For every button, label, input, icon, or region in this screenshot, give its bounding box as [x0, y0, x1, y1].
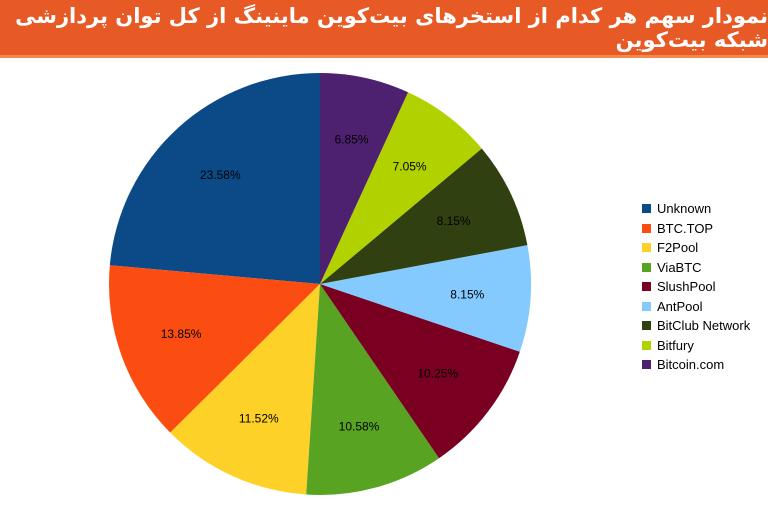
legend-item-antpool: AntPool [642, 297, 750, 317]
legend-label: AntPool [657, 298, 703, 314]
page-title: نمودار سهم هر کدام از استخرهای بیت‌کوین … [15, 3, 768, 52]
legend-swatch [642, 340, 651, 350]
legend-swatch [642, 360, 651, 370]
legend-item-f2pool: F2Pool [642, 238, 750, 258]
legend-swatch [642, 262, 651, 272]
legend-label: BitClub Network [657, 318, 751, 334]
pie-slice-btc-top [108, 265, 320, 433]
header-stripe [0, 55, 768, 58]
pie-slice-f2pool [170, 284, 320, 495]
legend-label: F2Pool [657, 240, 699, 256]
slice-label-viabtc: 10.58% [339, 420, 380, 434]
legend-swatch [642, 243, 651, 253]
slice-label-slushpool: 10.25% [417, 366, 458, 380]
chart-header: نمودار سهم هر کدام از استخرهای بیت‌کوین … [0, 0, 768, 55]
legend-label: Bitfury [657, 337, 694, 353]
legend-item-unknown: Unknown [642, 199, 750, 219]
slice-label-unknown: 23.58% [200, 168, 241, 182]
legend-swatch [642, 223, 651, 233]
chart-legend: Unknown BTC.TOP F2Pool ViaBTC SlushPool AntPo… [642, 199, 750, 375]
legend-label: Unknown [657, 201, 712, 217]
slice-label-f2pool: 11.52% [239, 411, 279, 425]
pie-slice-unknown [109, 73, 320, 284]
legend-item-bitcoin-com: Bitcoin.com [642, 355, 750, 375]
legend-item-btc-top: BTC.TOP [642, 219, 750, 239]
legend-swatch [642, 321, 651, 331]
slice-label-btc-top: 13.85% [161, 327, 202, 341]
pie-slice-bitfury [320, 92, 482, 284]
legend-swatch [642, 301, 651, 311]
slice-label-bitfury: 7.05% [393, 160, 427, 174]
pie-slice-slushpool [320, 284, 520, 459]
legend-swatch [642, 282, 651, 292]
pie-chart: 23.58% 13.85% 11.52% 10.58% 10.25% 8.15% 8.15%… [108, 73, 532, 496]
legend-label: BTC.TOP [657, 220, 714, 236]
legend-item-viabtc: ViaBTC [642, 258, 750, 278]
pie-slice-bitclub-network [320, 148, 528, 284]
slice-label-antpool: 8.15% [450, 288, 484, 302]
pie-slice-viabtc [306, 284, 440, 496]
slice-label-bitclub-network: 8.15% [437, 214, 471, 228]
legend-item-slushpool: SlushPool [642, 277, 750, 297]
pie-slice-bitcoin-com [320, 73, 409, 284]
pie-slice-antpool [320, 245, 532, 352]
legend-label: Bitcoin.com [657, 357, 725, 373]
legend-label: SlushPool [657, 279, 716, 295]
legend-label: ViaBTC [657, 259, 702, 275]
legend-item-bitfury: Bitfury [642, 336, 750, 356]
legend-swatch [642, 204, 651, 214]
legend-item-bitclub-network: BitClub Network [642, 316, 750, 336]
slice-label-bitcoin-com: 6.85% [334, 133, 368, 147]
